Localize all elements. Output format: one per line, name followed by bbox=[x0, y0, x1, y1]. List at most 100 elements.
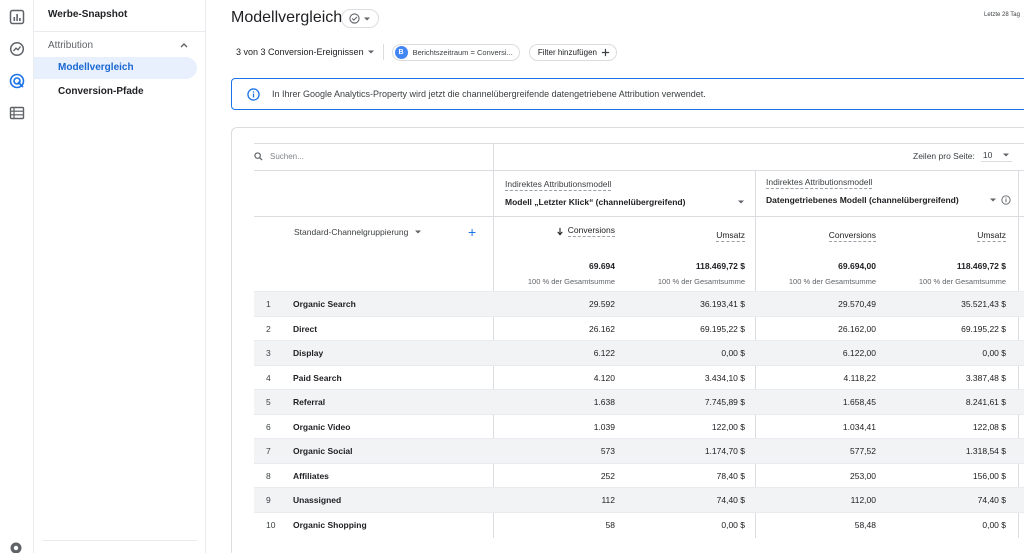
channel-name: Unassigned bbox=[293, 495, 342, 505]
metric-cell: 1.658,45 bbox=[842, 397, 876, 407]
total-value: 118.469,72 $ bbox=[695, 261, 745, 271]
row-index: 6 bbox=[266, 421, 271, 432]
table-row[interactable]: 7 Organic Social 573 1.174,70 $ 577,52 1.318,… bbox=[254, 438, 1024, 463]
metric-cell: 3.434,10 $ bbox=[704, 372, 745, 383]
table-row[interactable]: 2 Direct 26.162 69.195,22 $ 26.162,00 69.195,… bbox=[254, 315, 1024, 341]
info-banner: In Ihrer Google Analytics-Property wird … bbox=[231, 78, 1024, 110]
rows-per-page-select[interactable]: 10 bbox=[980, 150, 1013, 162]
model-select-inner: Datengetriebenes Modell (channelübergrei… bbox=[766, 195, 1011, 205]
row-index: 10 bbox=[266, 519, 276, 530]
nav-item-modellvergleich[interactable]: Modellvergleich bbox=[34, 57, 197, 79]
nav-item-conversion-pfade[interactable]: Conversion-Pfade bbox=[58, 86, 144, 97]
model-selected-label: Datengetriebenes Modell (channelübergrei… bbox=[766, 195, 959, 205]
table-row[interactable]: 6 Organic Video 1.039 122,00 $ 1.034,41 122,0… bbox=[254, 413, 1024, 439]
search-icon bbox=[254, 152, 263, 161]
bar-chart-icon[interactable] bbox=[8, 8, 26, 26]
model-select-inner: Modell „Letzter Klick“ (channelübergreif… bbox=[505, 197, 745, 207]
model-select-1[interactable]: Modell „Letzter Klick“ (channelübergreif… bbox=[505, 197, 745, 207]
table-row[interactable]: 3 Display 6.122 0,00 $ 6.122,00 0,00 $ bbox=[254, 340, 1024, 365]
table-row[interactable]: 1 Organic Search 29.592 36.193,41 $ 29.570,4… bbox=[254, 291, 1024, 316]
model-selected-label: Modell „Letzter Klick“ (channelübergreif… bbox=[505, 197, 686, 207]
chevron-up-icon[interactable] bbox=[178, 39, 190, 51]
conversions-header-2[interactable]: Conversions bbox=[792, 225, 876, 243]
metric-cell: 1.638 bbox=[593, 397, 615, 407]
add-filter-button[interactable]: Filter hinzufügen bbox=[528, 43, 617, 61]
info-icon[interactable] bbox=[1001, 195, 1011, 205]
metric-cell: 1.318,54 $ bbox=[965, 446, 1006, 456]
metric-cell: 1.039 bbox=[593, 421, 615, 432]
metric-cell: 253,00 bbox=[850, 470, 876, 481]
total-value: 69.694 bbox=[589, 261, 615, 271]
row-index: 7 bbox=[266, 446, 271, 456]
caret-down-icon bbox=[990, 198, 996, 202]
metric-cell: 29.592 bbox=[589, 299, 615, 309]
metric-cell: 0,00 $ bbox=[982, 519, 1006, 530]
dimension-label: Standard-Channelgruppierung bbox=[294, 227, 409, 237]
umsatz-header-2[interactable]: Umsatz bbox=[906, 225, 1006, 243]
advertising-icon[interactable] bbox=[8, 72, 26, 90]
model-label: Indirektes Attributionsmodell bbox=[766, 177, 873, 189]
page-title: Modellvergleich bbox=[231, 9, 343, 26]
table-row[interactable]: 4 Paid Search 4.120 3.434,10 $ 4.118,22 3.387… bbox=[254, 364, 1024, 390]
table-row[interactable]: 9 Unassigned 112 74,40 $ 112,00 74,40 $ bbox=[254, 487, 1024, 512]
nav-item-werbe-snapshot[interactable]: Werbe-Snapshot bbox=[48, 9, 128, 20]
table-border bbox=[254, 143, 1024, 144]
plus-icon bbox=[601, 48, 610, 56]
metric-header: Conversions bbox=[828, 230, 876, 242]
conversion-events-select[interactable]: 3 von 3 Conversion-Ereignissen bbox=[236, 47, 375, 57]
table-row[interactable]: 10 Organic Shopping 58 0,00 $ 58,48 0,00 $ bbox=[254, 511, 1024, 537]
caret-down-icon bbox=[364, 17, 371, 20]
model-select-icons bbox=[989, 195, 1011, 205]
comparison-chip[interactable]: B Berichtszeitraum = Conversi... bbox=[391, 43, 520, 61]
metric-cell: 74,40 $ bbox=[716, 495, 745, 505]
channel-name: Paid Search bbox=[293, 372, 342, 383]
metric-cell: 29.570,49 bbox=[838, 299, 876, 309]
nav-divider bbox=[34, 31, 205, 32]
metric-cell: 112,00 bbox=[850, 495, 876, 505]
total-percent: 100 % der Gesamtsumme bbox=[918, 277, 1006, 286]
metric-cell: 6.122,00 bbox=[842, 348, 876, 358]
sort-conversions-header[interactable]: Conversions bbox=[532, 225, 615, 237]
metric-cell: 58 bbox=[605, 519, 615, 530]
metric-cell: 35.521,43 $ bbox=[961, 299, 1006, 309]
separator bbox=[382, 44, 384, 60]
metric-header: Conversions bbox=[567, 225, 615, 237]
gear-icon[interactable] bbox=[8, 540, 24, 553]
search-input[interactable]: Suchen... bbox=[270, 152, 304, 161]
conversion-events-label: 3 von 3 Conversion-Ereignissen bbox=[236, 47, 364, 57]
model-label: Indirektes Attributionsmodell bbox=[505, 179, 612, 191]
metric-cell: 122,00 $ bbox=[711, 421, 745, 432]
dimension-select[interactable]: Standard-Channelgruppierung bbox=[294, 227, 422, 237]
metric-cell: 74,40 $ bbox=[977, 495, 1006, 505]
list-icon[interactable] bbox=[8, 104, 26, 122]
table-row[interactable]: 5 Referral 1.638 7.745,89 $ 1.658,45 8.241,61… bbox=[254, 389, 1024, 414]
nav-section-attribution[interactable]: Attribution bbox=[48, 40, 94, 51]
metric-cell: 1.034,41 bbox=[842, 421, 876, 432]
metric-cell: 26.162 bbox=[589, 323, 615, 334]
umsatz-header[interactable]: Umsatz bbox=[645, 225, 745, 243]
table-row[interactable]: 8 Affiliates 252 78,40 $ 253,00 156,00 $ bbox=[254, 462, 1024, 488]
metric-cell: 573 bbox=[600, 446, 615, 456]
report-table-card: Suchen... Zeilen pro Seite: 10 Indirekte… bbox=[231, 127, 1024, 553]
channel-name: Display bbox=[293, 348, 324, 358]
metric-cell: 78,40 $ bbox=[716, 470, 745, 481]
date-range-label[interactable]: Letzte 28 Tag bbox=[984, 12, 1020, 18]
chip-badge: B bbox=[394, 45, 408, 59]
explore-icon[interactable] bbox=[8, 40, 26, 58]
metric-cell: 7.745,89 $ bbox=[704, 397, 745, 407]
row-index: 1 bbox=[266, 299, 271, 309]
channel-name: Organic Video bbox=[293, 421, 351, 432]
caret-down-icon bbox=[415, 230, 422, 234]
model-select-2[interactable]: Datengetriebenes Modell (channelübergrei… bbox=[766, 195, 1011, 205]
caret-down-icon bbox=[738, 200, 744, 204]
metric-header: Umsatz bbox=[977, 230, 1006, 242]
metric-cell: 122,08 $ bbox=[972, 421, 1006, 432]
metric-cell: 58,48 bbox=[854, 519, 876, 530]
table-search[interactable]: Suchen... bbox=[254, 152, 304, 161]
add-dimension-icon[interactable]: + bbox=[468, 224, 477, 240]
metric-cell: 112 bbox=[601, 495, 615, 505]
report-status-dropdown[interactable] bbox=[341, 9, 379, 28]
total-percent: 100 % der Gesamtsumme bbox=[527, 277, 615, 286]
channel-name: Direct bbox=[293, 323, 318, 334]
channel-name: Organic Shopping bbox=[293, 519, 367, 530]
